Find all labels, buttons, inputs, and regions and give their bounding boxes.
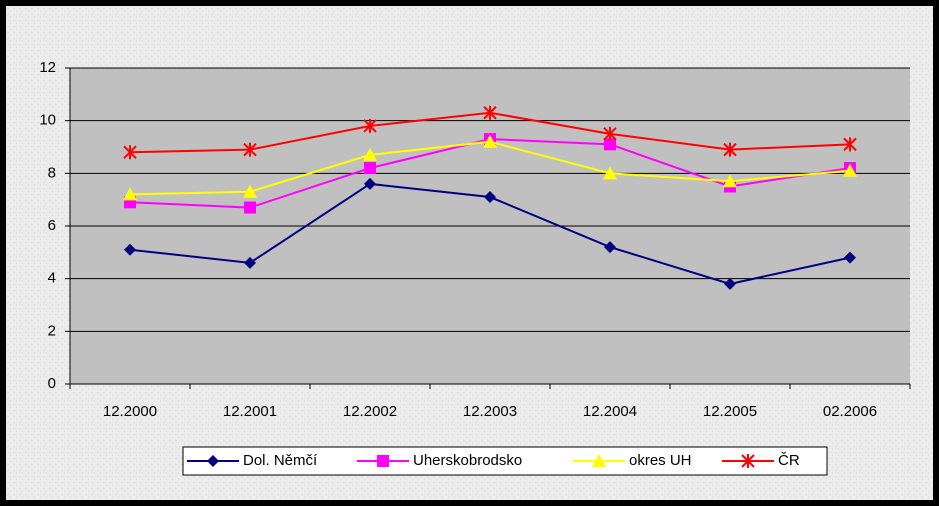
point-marker (363, 147, 377, 161)
point-marker (244, 201, 256, 214)
x-tick-label: 12.2001 (223, 403, 277, 420)
legend-marker (592, 454, 606, 467)
y-tick-label: 0 (48, 375, 56, 392)
point-marker (603, 126, 617, 141)
y-tick-label: 6 (48, 217, 56, 234)
x-tick-label: 12.2002 (343, 403, 397, 420)
point-marker (124, 243, 136, 256)
x-tick-label: 12.2000 (103, 403, 157, 420)
point-marker (843, 137, 857, 152)
point-marker (244, 256, 256, 269)
point-marker (724, 277, 736, 290)
point-marker (364, 162, 376, 175)
legend-label: okres UH (629, 452, 692, 469)
point-marker (483, 105, 497, 120)
point-marker (604, 138, 616, 151)
legend-box (182, 446, 828, 476)
point-marker (484, 191, 496, 204)
legend-marker (741, 454, 755, 468)
x-tick-label: 12.2004 (583, 403, 637, 420)
point-marker (123, 145, 137, 160)
legend-label: ČR (778, 452, 800, 469)
point-marker (723, 174, 737, 188)
y-tick-label: 4 (48, 270, 56, 287)
legend-marker (207, 455, 219, 467)
point-marker (604, 241, 616, 254)
x-tick-label: 12.2003 (463, 403, 517, 420)
point-marker (363, 118, 377, 133)
point-marker (843, 163, 857, 177)
point-marker (483, 134, 497, 148)
y-tick-label: 12 (39, 59, 56, 76)
x-tick-label: 02.2006 (823, 403, 877, 420)
y-tick-label: 10 (39, 112, 56, 129)
legend-label: Uherskobrodsko (413, 452, 522, 469)
y-tick-label: 8 (48, 164, 56, 181)
point-marker (243, 184, 257, 198)
point-marker (723, 142, 737, 157)
legend-marker (377, 455, 389, 467)
point-marker (603, 166, 617, 180)
x-tick-label: 12.2005 (703, 403, 757, 420)
y-tick-label: 2 (48, 322, 56, 339)
point-marker (364, 177, 376, 190)
point-marker (243, 142, 257, 157)
point-marker (844, 251, 856, 264)
point-marker (123, 187, 137, 201)
legend-label: Dol. Němčí (243, 452, 318, 469)
